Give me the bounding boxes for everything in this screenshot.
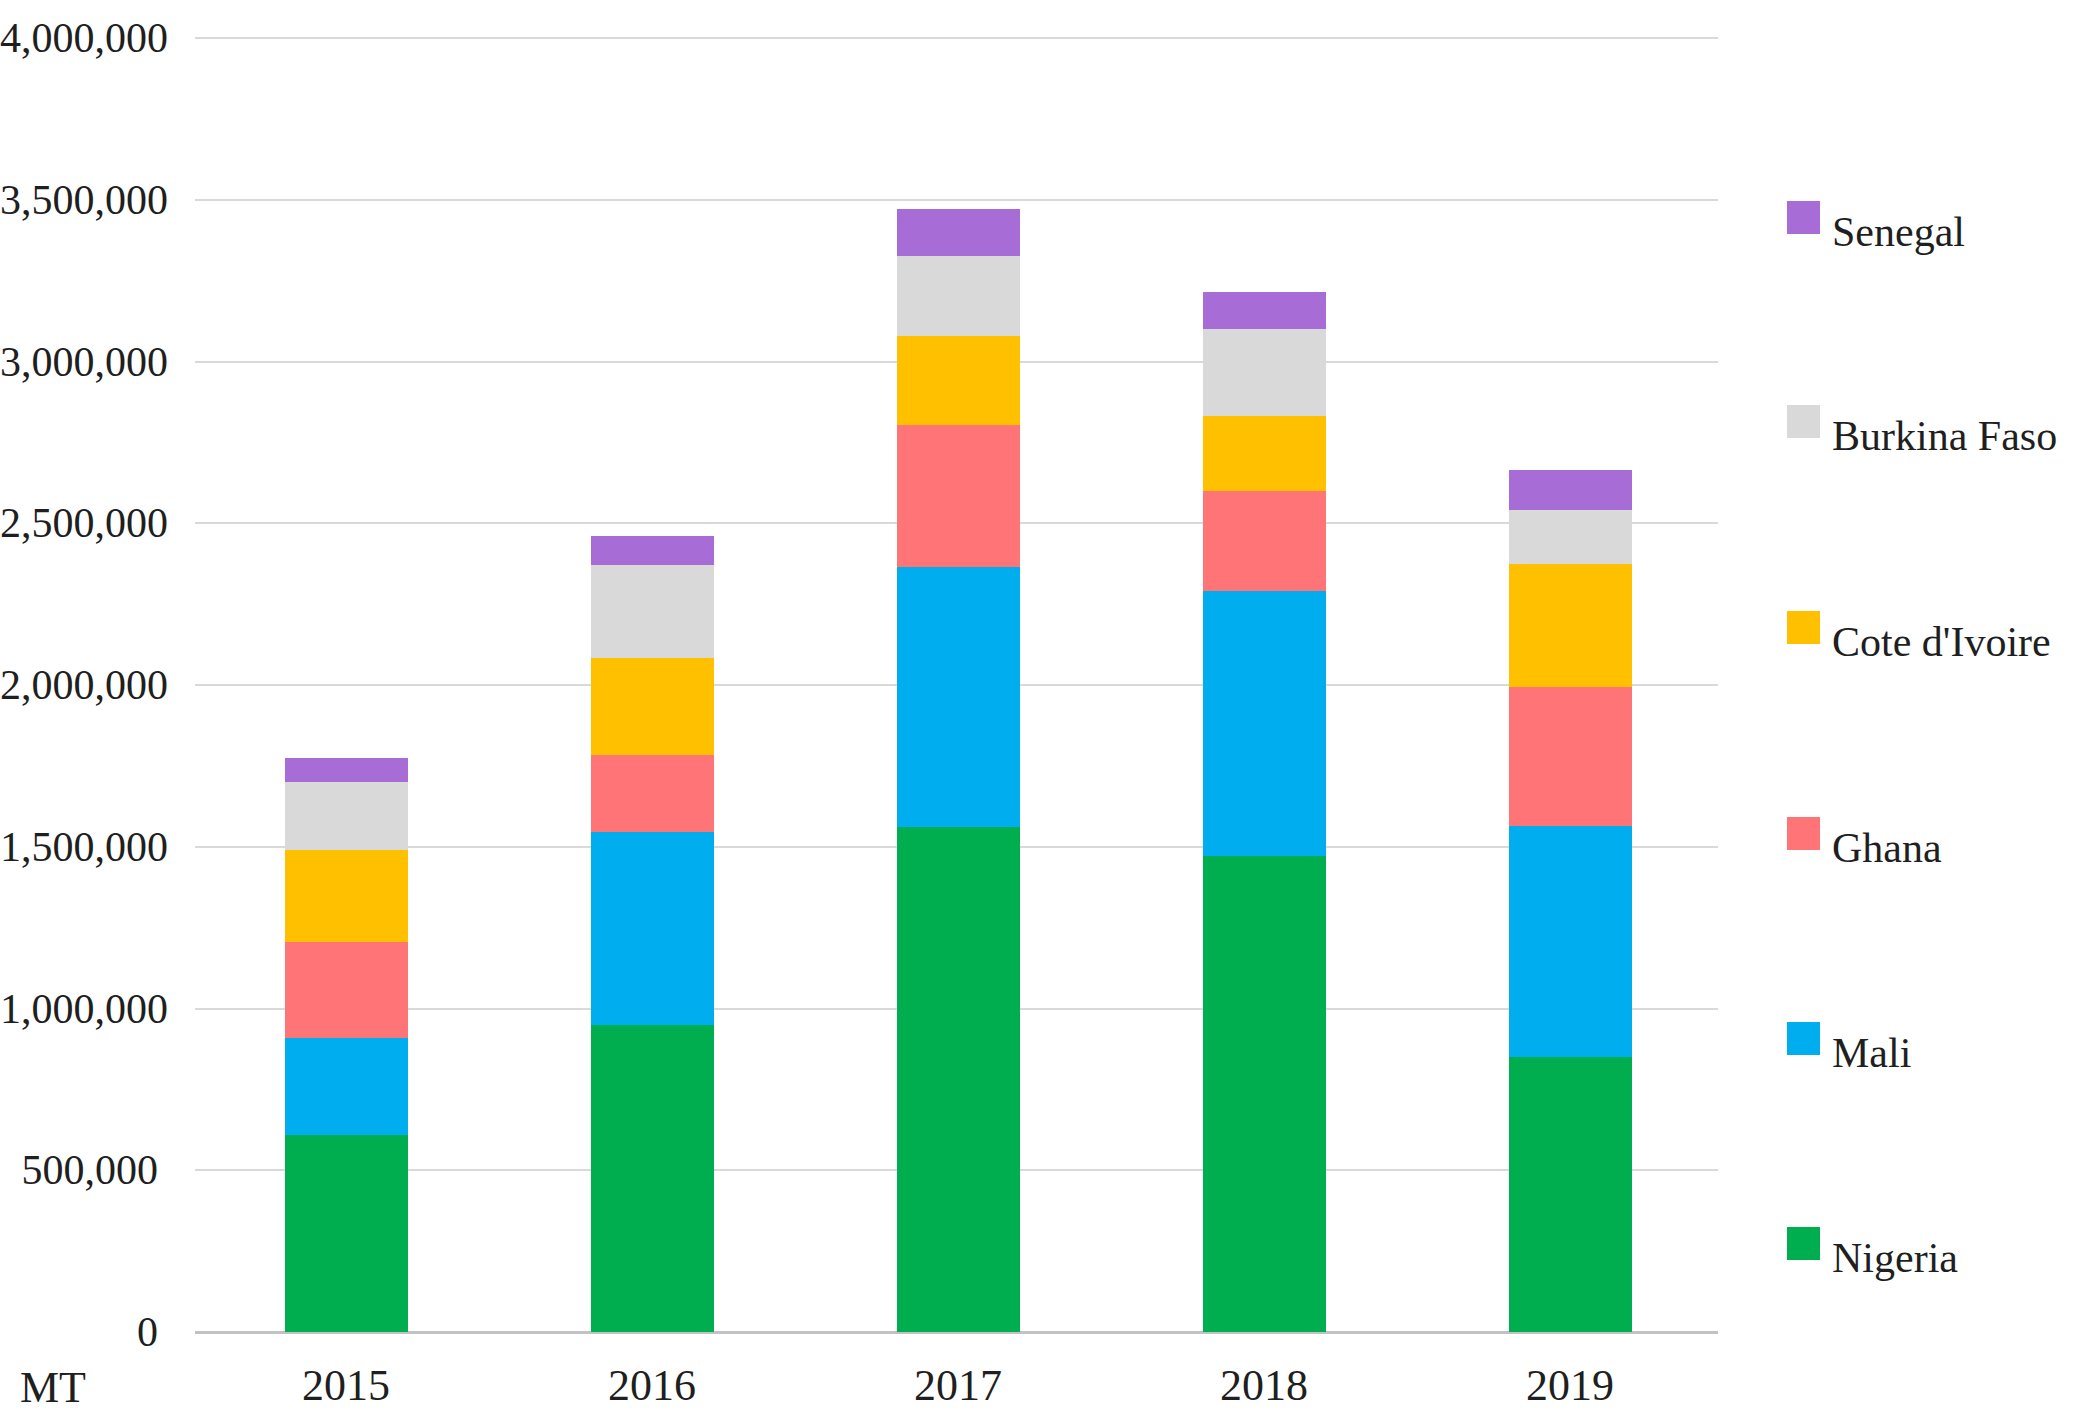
bar-segment-burkina-faso-2017: [897, 256, 1020, 335]
bar-segment-burkina-faso-2016: [591, 565, 714, 657]
bar-segment-senegal-2016: [591, 536, 714, 565]
bar-segment-ghana-2016: [591, 755, 714, 833]
bar-segment-senegal-2017: [897, 209, 1020, 256]
bar-segment-mali-2016: [591, 832, 714, 1024]
bar-2018: [1203, 292, 1326, 1332]
bar-segment-senegal-2018: [1203, 292, 1326, 329]
legend: Senegal Burkina Faso Cote d'Ivoire Ghana Mal…: [1787, 0, 2097, 1415]
bar-segment-cote-d-ivoire-2019: [1509, 564, 1632, 687]
legend-swatch-ghana: [1787, 817, 1820, 850]
bar-segment-senegal-2015: [285, 758, 408, 782]
legend-swatch-mali: [1787, 1022, 1820, 1055]
bar-2016: [591, 536, 714, 1332]
legend-swatch-nigeria: [1787, 1227, 1820, 1260]
legend-label-mali: Mali: [1832, 1027, 1911, 1079]
bar-segment-burkina-faso-2015: [285, 782, 408, 850]
legend-label-senegal: Senegal: [1832, 206, 1965, 258]
x-tick-label-2016: 2016: [542, 1362, 762, 1410]
bar-segment-senegal-2019: [1509, 470, 1632, 510]
bar-segment-burkina-faso-2018: [1203, 329, 1326, 416]
x-tick-label-2018: 2018: [1154, 1362, 1374, 1410]
bar-segment-nigeria-2016: [591, 1025, 714, 1332]
bar-segment-mali-2017: [897, 567, 1020, 827]
legend-label-ghana: Ghana: [1832, 822, 1942, 874]
bar-segment-cote-d-ivoire-2017: [897, 336, 1020, 425]
bar-segment-ghana-2018: [1203, 491, 1326, 591]
bar-segment-cote-d-ivoire-2015: [285, 850, 408, 942]
bar-2017: [897, 209, 1020, 1332]
bar-segment-mali-2015: [285, 1038, 408, 1135]
legend-swatch-burkina-faso: [1787, 405, 1820, 438]
legend-label-cote-d-ivoire: Cote d'Ivoire: [1832, 616, 2051, 668]
bar-segment-mali-2019: [1509, 826, 1632, 1057]
bar-segment-ghana-2015: [285, 942, 408, 1037]
y-tick-label-1500000: 1,500,000: [0, 823, 158, 871]
bar-segment-nigeria-2017: [897, 827, 1020, 1332]
stacked-bar-chart: 0 500,000 1,000,000 1,500,000 2,000,000 2,500…: [0, 0, 2097, 1415]
legend-label-burkina-faso: Burkina Faso: [1832, 410, 2057, 462]
y-tick-label-4000000: 4,000,000: [0, 14, 158, 62]
bar-segment-cote-d-ivoire-2018: [1203, 416, 1326, 490]
bar-segment-nigeria-2019: [1509, 1057, 1632, 1332]
y-tick-label-3000000: 3,000,000: [0, 338, 158, 386]
bar-segment-burkina-faso-2019: [1509, 510, 1632, 563]
bar-segment-ghana-2019: [1509, 687, 1632, 826]
bar-2019: [1509, 470, 1632, 1332]
y-tick-label-500000: 500,000: [0, 1146, 158, 1194]
y-tick-label-2000000: 2,000,000: [0, 661, 158, 709]
bar-segment-ghana-2017: [897, 425, 1020, 567]
gridline-3500000: [195, 199, 1718, 201]
x-tick-label-2017: 2017: [848, 1362, 1068, 1410]
x-tick-label-2019: 2019: [1460, 1362, 1680, 1410]
bar-segment-nigeria-2018: [1203, 856, 1326, 1332]
bar-segment-cote-d-ivoire-2016: [591, 658, 714, 755]
gridline-4000000: [195, 37, 1718, 39]
legend-label-nigeria: Nigeria: [1832, 1232, 1958, 1284]
y-tick-label-2500000: 2,500,000: [0, 499, 158, 547]
y-tick-label-3500000: 3,500,000: [0, 176, 158, 224]
bar-2015: [285, 758, 408, 1332]
bar-segment-nigeria-2015: [285, 1135, 408, 1332]
legend-swatch-cote-d-ivoire: [1787, 611, 1820, 644]
bar-segment-mali-2018: [1203, 591, 1326, 856]
x-tick-label-2015: 2015: [236, 1362, 456, 1410]
y-axis-unit-label: MT: [20, 1364, 86, 1412]
y-tick-label-1000000: 1,000,000: [0, 985, 158, 1033]
y-tick-label-0: 0: [0, 1308, 158, 1356]
legend-swatch-senegal: [1787, 201, 1820, 234]
